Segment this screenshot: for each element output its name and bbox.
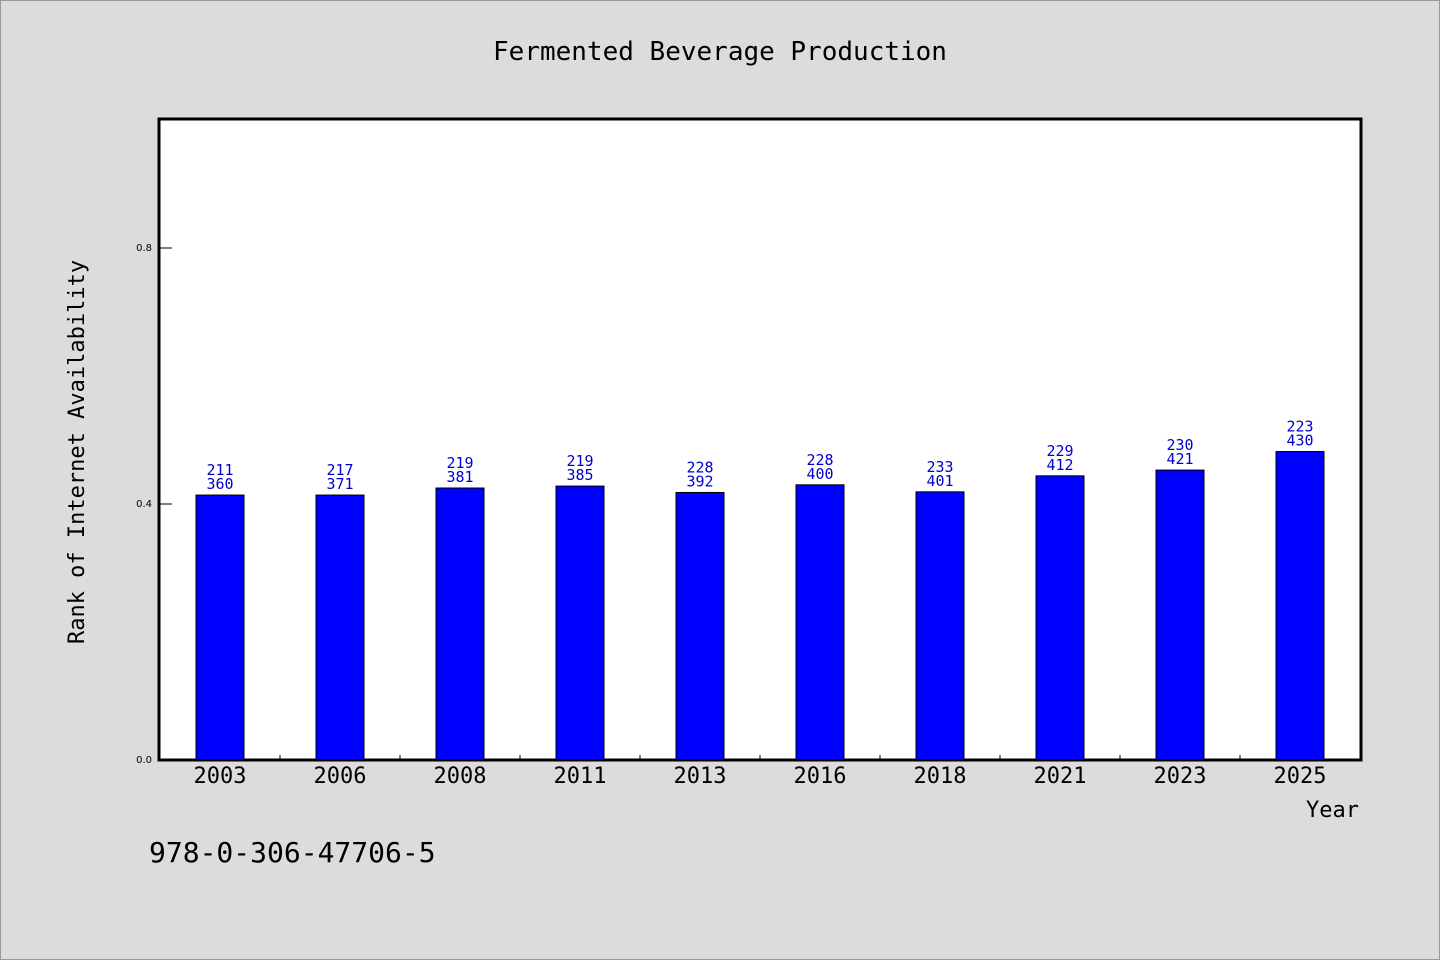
y-tick-label: 0.8 [136, 243, 152, 254]
x-axis-ticks: 2003 2006 2008 2011 2013 2016 2018 2021 2023 2025 [194, 755, 1327, 789]
x-tick-label-2018: 2018 [914, 764, 967, 789]
data-label-bottom-2025: 430 [1286, 432, 1313, 450]
bar-2025 [1275, 451, 1325, 761]
data-label-bottom-2021: 412 [1046, 456, 1073, 474]
x-tick-label-2021: 2021 [1034, 764, 1087, 789]
x-axis-label: Year [1306, 798, 1359, 823]
data-label-bottom-2016: 400 [806, 465, 833, 483]
x-tick-label-2008: 2008 [434, 764, 487, 789]
x-tick-label-2011: 2011 [554, 764, 607, 789]
x-tick-label-2013: 2013 [674, 764, 727, 789]
data-label-top-2006: 217 [326, 461, 353, 479]
data-label-top-2018: 233 [926, 458, 953, 476]
data-label-bottom-2011: 385 [566, 466, 593, 484]
bars-group [195, 451, 1325, 761]
x-tick-label-2006: 2006 [314, 764, 367, 789]
bar-2003 [195, 494, 245, 761]
data-label-bottom-2006: 371 [326, 475, 353, 493]
bar-2011 [555, 485, 605, 761]
x-tick-label-2003: 2003 [194, 764, 247, 789]
bar-2018 [915, 491, 965, 761]
data-label-bottom-2023: 421 [1166, 450, 1193, 468]
y-tick-label: 0.0 [136, 755, 152, 766]
data-label-bottom-2008: 381 [446, 468, 473, 486]
y-tick-label: 0.4 [136, 499, 152, 510]
data-label-top-2003: 211 [206, 461, 233, 479]
data-label-top-2023: 230 [1166, 436, 1193, 454]
chart-title: Fermented Beverage Production [493, 37, 947, 67]
bar-2023 [1155, 469, 1205, 761]
data-label-top-2025: 223 [1286, 418, 1313, 436]
bar-2016 [795, 484, 845, 761]
bar-2008 [435, 487, 485, 761]
bar-2006 [315, 494, 365, 761]
data-label-top-2011: 219 [566, 452, 593, 470]
data-label-top-2016: 228 [806, 451, 833, 469]
y-axis-label: Rank of Internet Availability [65, 260, 90, 644]
x-tick-label-2016: 2016 [794, 764, 847, 789]
data-label-top-2013: 228 [686, 458, 713, 476]
data-label-bottom-2018: 401 [926, 472, 953, 490]
isbn-label: 978-0-306-47706-5 [149, 836, 436, 869]
data-label-top-2008: 219 [446, 454, 473, 472]
data-label-bottom-2003: 360 [206, 475, 233, 493]
x-tick-label-2023: 2023 [1154, 764, 1207, 789]
bar-2021 [1035, 475, 1085, 761]
x-tick-label-2025: 2025 [1274, 764, 1327, 789]
data-label-bottom-2013: 392 [686, 472, 713, 490]
data-label-top-2021: 229 [1046, 442, 1073, 460]
bar-2013 [675, 491, 725, 761]
y-axis-ticks: 0.0 0.4 0.8 [136, 243, 172, 766]
